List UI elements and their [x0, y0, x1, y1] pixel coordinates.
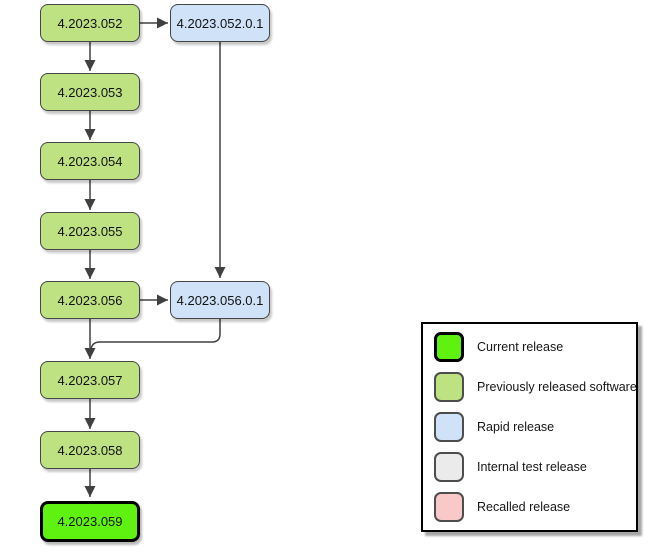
node-4.2023.059: 4.2023.059	[40, 501, 140, 542]
legend-label: Recalled release	[477, 500, 571, 514]
legend-item-rapid: Rapid release	[434, 412, 636, 442]
legend-label: Rapid release	[477, 420, 555, 434]
node-4.2023.055: 4.2023.055	[40, 212, 140, 250]
node-4.2023.054: 4.2023.054	[40, 142, 140, 180]
legend-item-recalled: Recalled release	[434, 492, 636, 522]
legend-label: Internal test release	[477, 460, 587, 474]
node-4.2023.057: 4.2023.057	[40, 361, 140, 399]
legend-item-internal: Internal test release	[434, 452, 636, 482]
node-label: 4.2023.053	[57, 84, 123, 100]
node-4.2023.052: 4.2023.052	[40, 4, 140, 42]
node-label: 4.2023.056	[57, 292, 123, 308]
node-4.2023.052.0.1: 4.2023.052.0.1	[170, 4, 270, 42]
legend-swatch-rapid-release	[434, 412, 464, 442]
node-label: 4.2023.056.0.1	[176, 292, 264, 308]
legend-label: Previously released software	[477, 380, 637, 394]
node-label: 4.2023.058	[57, 442, 123, 458]
legend-label: Current release	[477, 340, 564, 354]
legend-item-previous: Previously released software	[434, 372, 637, 402]
legend-swatch-internal-test	[434, 452, 464, 482]
node-label: 4.2023.057	[57, 372, 123, 388]
edge-056.0.1-to-057	[90, 319, 221, 352]
legend-swatch-recalled-release	[434, 492, 464, 522]
node-4.2023.056.0.1: 4.2023.056.0.1	[170, 281, 270, 319]
node-label: 4.2023.055	[57, 223, 123, 239]
legend-swatch-previously-released	[434, 372, 464, 402]
node-4.2023.056: 4.2023.056	[40, 281, 140, 319]
node-label: 4.2023.059	[57, 514, 123, 529]
node-label: 4.2023.052	[57, 15, 123, 31]
node-4.2023.053: 4.2023.053	[40, 73, 140, 111]
node-label: 4.2023.054	[57, 153, 123, 169]
legend: Current release Previously released soft…	[421, 322, 638, 532]
node-4.2023.058: 4.2023.058	[40, 431, 140, 469]
legend-swatch-current-release	[434, 332, 464, 362]
node-label: 4.2023.052.0.1	[176, 15, 264, 31]
legend-item-current: Current release	[434, 332, 636, 362]
